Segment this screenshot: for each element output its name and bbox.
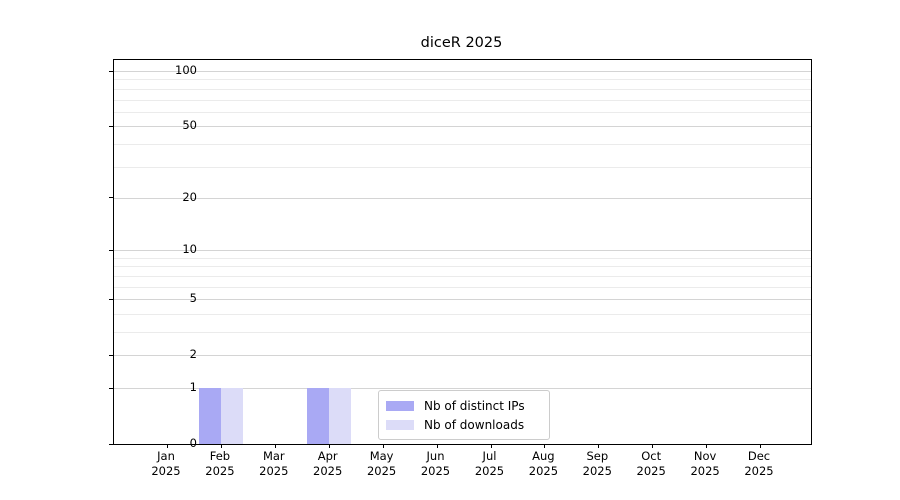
x-tick-label: Sep 2025 <box>582 449 612 478</box>
y-tick-mark <box>109 354 113 356</box>
x-tick-label: Mar 2025 <box>259 449 289 478</box>
minor-gridline <box>114 143 811 145</box>
y-tick-label: 20 <box>182 189 197 204</box>
y-tick-label: 0 <box>189 436 197 450</box>
y-tick-mark <box>109 70 113 72</box>
y-tick-mark <box>109 249 113 251</box>
x-tick-mark <box>652 444 654 448</box>
x-tick-label: Feb 2025 <box>205 449 235 478</box>
x-tick-mark <box>220 444 222 448</box>
x-tick-label: Jul 2025 <box>474 449 505 478</box>
minor-gridline <box>114 313 811 315</box>
x-tick-mark <box>274 444 276 448</box>
y-tick-label: 2 <box>189 347 197 362</box>
y-tick-label: 10 <box>182 242 197 257</box>
major-gridline <box>114 250 811 252</box>
minor-gridline <box>114 286 811 288</box>
y-tick-mark <box>109 298 113 300</box>
y-tick-mark <box>109 387 113 389</box>
y-tick-label: 100 <box>175 63 197 77</box>
x-tick-mark <box>760 444 761 448</box>
legend-item-label: Nb of distinct IPs <box>424 398 525 413</box>
major-gridline <box>114 71 811 72</box>
x-tick-label: Nov 2025 <box>690 449 720 478</box>
y-tick-mark <box>109 197 113 199</box>
bar-downloads <box>328 388 351 444</box>
x-tick-label: Dec 2025 <box>744 449 774 478</box>
minor-gridline <box>114 266 811 268</box>
bar-downloads <box>220 388 243 444</box>
minor-gridline <box>114 99 811 101</box>
legend-item: Nb of downloads <box>386 415 542 434</box>
minor-gridline <box>114 88 811 90</box>
x-tick-label: Jan 2025 <box>151 449 181 478</box>
x-tick-label: Apr 2025 <box>313 449 343 478</box>
x-tick-mark <box>706 444 708 448</box>
bar-distinct-ips <box>306 388 329 444</box>
y-tick-label: 5 <box>189 291 197 306</box>
chart-title: diceR 2025 <box>420 35 503 51</box>
x-tick-label: Aug 2025 <box>528 449 559 478</box>
legend-item: Nb of distinct IPs <box>386 396 542 415</box>
legend-item-label: Nb of downloads <box>424 417 525 432</box>
y-tick-label: 50 <box>182 118 197 133</box>
x-tick-mark <box>436 444 438 448</box>
minor-gridline <box>114 166 811 168</box>
major-gridline <box>114 355 811 357</box>
minor-gridline <box>114 275 811 277</box>
y-tick-mark <box>109 443 113 445</box>
x-tick-label: Oct 2025 <box>636 449 666 478</box>
x-tick-mark <box>490 444 492 448</box>
y-tick-mark <box>109 125 113 127</box>
x-tick-label: Jun 2025 <box>420 449 451 478</box>
bar-distinct-ips <box>198 388 221 444</box>
x-tick-mark <box>328 444 330 448</box>
x-tick-mark <box>598 444 600 448</box>
x-tick-mark <box>167 444 168 448</box>
y-tick-label: 1 <box>189 380 197 394</box>
x-tick-mark <box>382 444 384 448</box>
minor-gridline <box>114 257 811 259</box>
major-gridline <box>114 388 811 389</box>
plot-area: Nb of distinct IPs Nb of downloads <box>109 59 812 448</box>
legend-swatch <box>386 400 414 411</box>
major-gridline <box>114 299 811 301</box>
minor-gridline <box>114 79 811 81</box>
legend-swatch <box>386 419 414 430</box>
legend: Nb of distinct IPs Nb of downloads <box>378 390 550 440</box>
x-tick-mark <box>544 444 546 448</box>
minor-gridline <box>114 111 811 113</box>
major-gridline <box>114 197 811 199</box>
x-tick-label: May 2025 <box>366 449 397 478</box>
major-gridline <box>114 126 811 128</box>
minor-gridline <box>114 332 811 333</box>
